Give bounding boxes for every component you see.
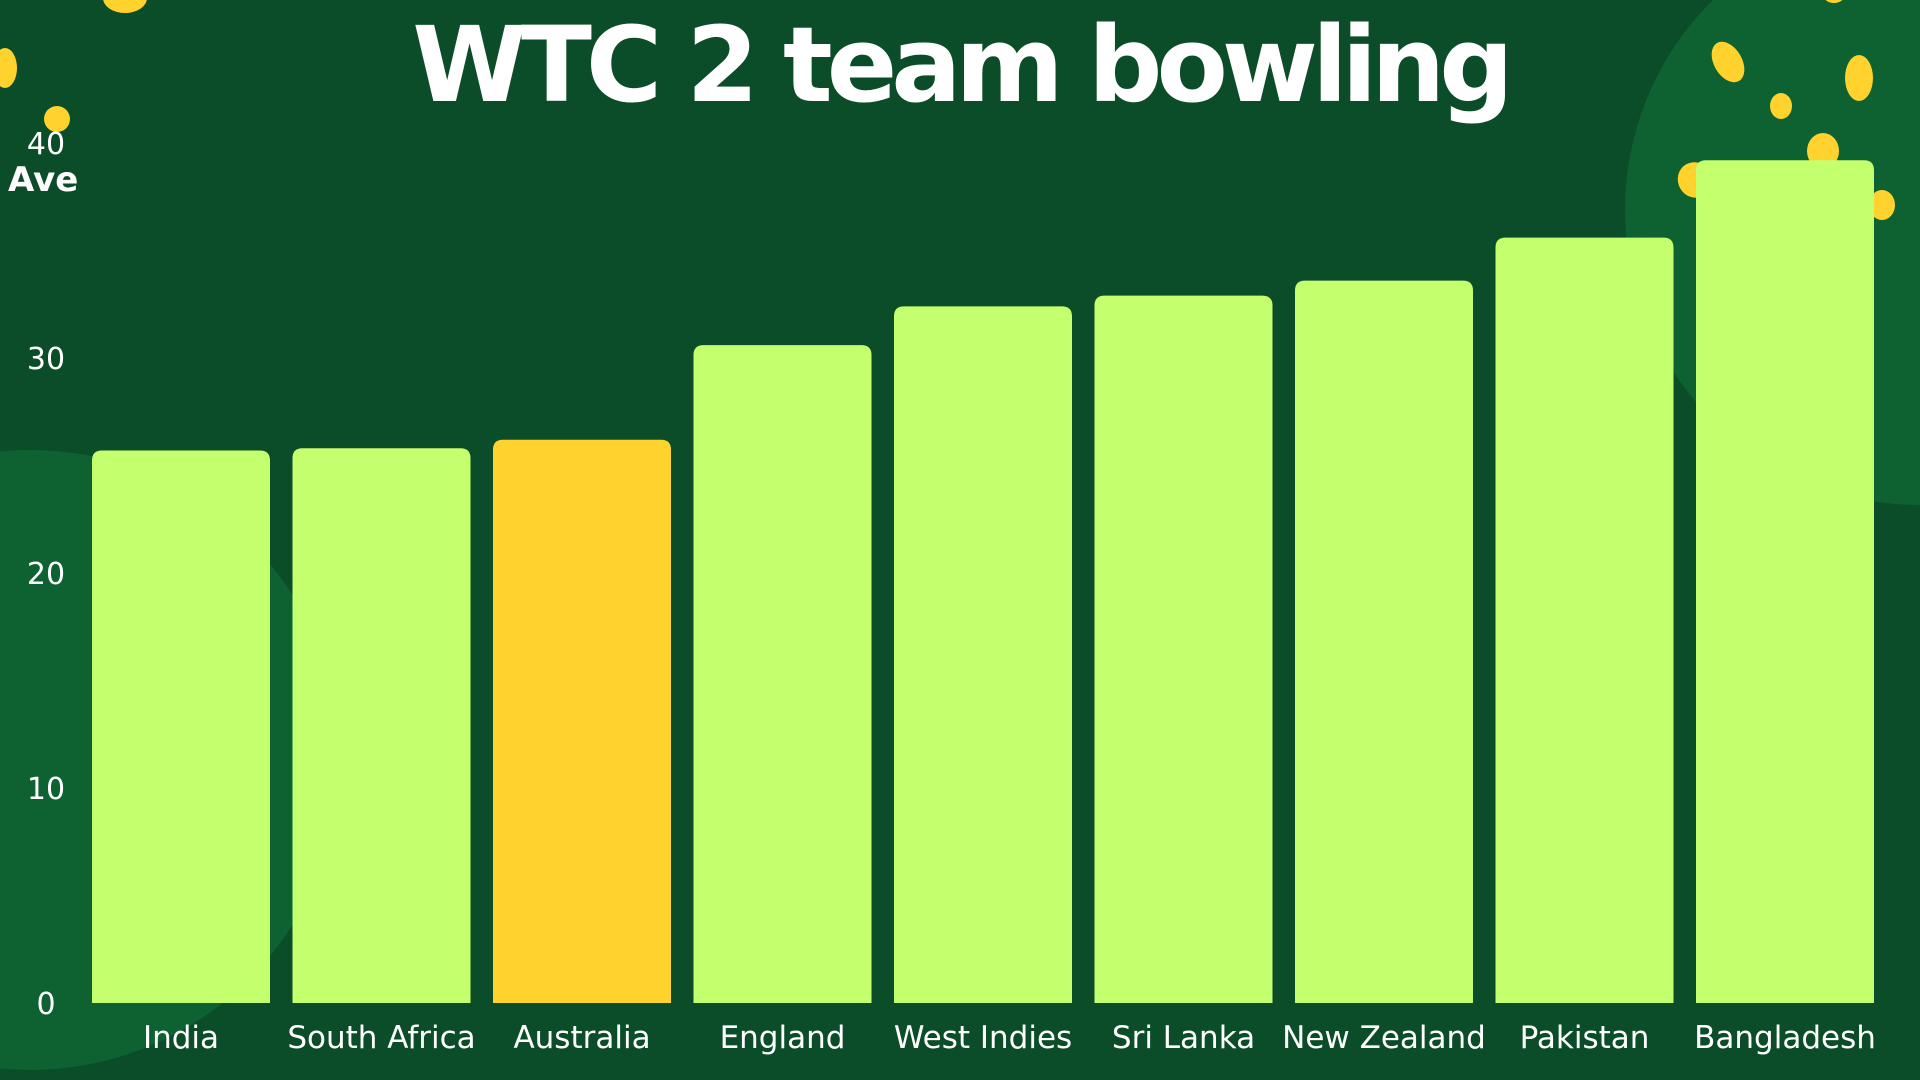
confetti-dot <box>1711 41 1745 83</box>
x-tick-label: England <box>720 1020 846 1056</box>
chart-title: WTC 2 team bowling <box>412 4 1514 126</box>
x-tick-label: West Indies <box>894 1020 1072 1056</box>
confetti-dot <box>1770 93 1792 119</box>
y-tick-label: 20 <box>27 557 65 592</box>
bar-new-zealand <box>1295 280 1473 1004</box>
y-axis-label: Ave <box>8 160 79 200</box>
x-tick-label: New Zealand <box>1282 1020 1486 1056</box>
y-tick-label: 40 <box>27 127 65 162</box>
confetti-dot <box>0 48 17 88</box>
x-tick-label: Bangladesh <box>1694 1020 1876 1056</box>
bar-west-indies <box>894 306 1072 1003</box>
x-tick-label: South Africa <box>287 1020 475 1056</box>
y-tick-label: 30 <box>27 342 65 377</box>
bar-bangladesh <box>1696 160 1874 1003</box>
x-tick-label: Pakistan <box>1520 1020 1650 1056</box>
bar-australia <box>493 439 671 1003</box>
confetti-dot <box>44 106 70 132</box>
y-tick-label: 10 <box>27 772 65 807</box>
bar-england <box>693 345 872 1004</box>
confetti-dot <box>1869 190 1895 220</box>
confetti-dot <box>103 0 147 13</box>
bar-pakistan <box>1495 237 1674 1004</box>
confetti-dot <box>1807 133 1839 169</box>
y-axis-ticks: 0 10 20 30 40 <box>27 127 65 1022</box>
bar-sri-lanka <box>1094 295 1273 1003</box>
confetti-dot <box>1825 0 1843 3</box>
bar-south-africa <box>292 448 471 1003</box>
bars-group <box>92 160 1874 1004</box>
y-tick-label: 0 <box>36 987 55 1022</box>
bar-india <box>92 450 270 1003</box>
x-tick-label: India <box>143 1020 219 1056</box>
x-tick-label: Sri Lanka <box>1112 1020 1255 1056</box>
x-axis-labels: India South Africa Australia England West In… <box>143 1020 1876 1056</box>
x-tick-label: Australia <box>513 1020 650 1056</box>
confetti-dot <box>1845 55 1873 101</box>
